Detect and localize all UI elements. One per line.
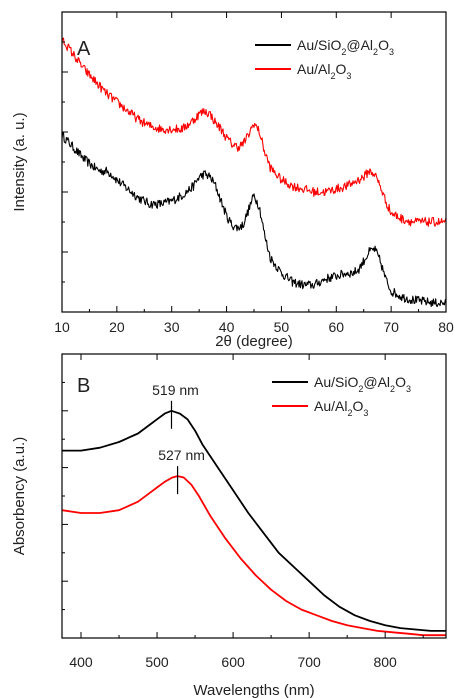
- x-tick-label: 80: [438, 319, 454, 335]
- x-tick-label: 40: [219, 319, 235, 335]
- y-axis-label: Intensity (a. u.): [11, 112, 28, 211]
- legend-label: Au/SiO2@Al2O3: [314, 374, 411, 394]
- series-line-au-sio2-al2o3: [62, 409, 446, 632]
- x-tick-label: 70: [383, 319, 399, 335]
- x-tick-label: 30: [164, 319, 180, 335]
- x-tick-label: 500: [145, 654, 169, 670]
- x-tick-label: 800: [373, 654, 397, 670]
- series-line-au-al2o3: [61, 37, 447, 227]
- peak-annotation: 527 nm: [158, 447, 205, 463]
- panel-label: B: [77, 375, 90, 397]
- chart-panel-b: 400 500 600 700 800 Wavelengths (nm) Absorbenc…: [11, 353, 447, 698]
- x-tick-label: 10: [54, 319, 70, 335]
- legend-label: Au/Al2O3: [297, 61, 351, 81]
- panel-label: A: [77, 38, 91, 60]
- x-tick-label: 50: [274, 319, 290, 335]
- legend-label: Au/Al2O3: [314, 398, 368, 418]
- x-tick-label: 20: [109, 319, 125, 335]
- x-tick-label: 400: [69, 654, 93, 670]
- y-axis-label: Absorbency (a.u.): [11, 437, 28, 555]
- series-line-au-sio2-al2o3: [61, 132, 447, 308]
- series-line-au-al2o3: [61, 475, 446, 637]
- axes-frame: [61, 11, 447, 313]
- x-axis-label: 2θ (degree): [215, 333, 293, 350]
- x-tick-label: 60: [328, 319, 344, 335]
- peak-annotation: 519 nm: [152, 382, 199, 398]
- axes-frame: [61, 353, 447, 639]
- x-tick-label: 700: [297, 654, 321, 670]
- x-axis-label: Wavelengths (nm): [193, 682, 314, 698]
- legend-label: Au/SiO2@Al2O3: [297, 37, 394, 57]
- x-tick-label: 600: [221, 654, 245, 670]
- chart-panel-a: 10 20 30 40 50 60 70 80 2θ (degree) Intensity (a.…: [11, 11, 454, 350]
